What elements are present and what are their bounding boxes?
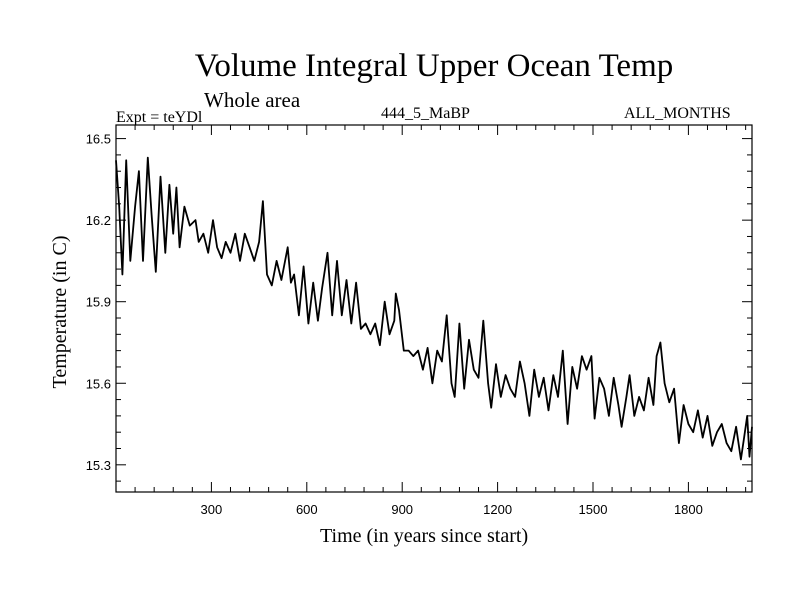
run-label: 444_5_MaBP xyxy=(381,105,470,122)
chart-title: Volume Integral Upper Ocean Temp xyxy=(194,48,674,84)
x-tick-label: 1200 xyxy=(483,502,512,517)
experiment-label: Expt = teYDl xyxy=(116,109,203,126)
x-tick-label: 1800 xyxy=(674,502,703,517)
y-tick-label: 15.9 xyxy=(86,295,111,310)
y-tick-label: 16.2 xyxy=(86,213,111,228)
axis-tick-labels: 300 600 900 1200 1500 1800 15.3 15.6 15.9 16.2 16.… xyxy=(86,132,703,517)
axis-ticks xyxy=(116,125,752,492)
y-tick-label: 15.6 xyxy=(86,376,111,391)
x-tick-label: 300 xyxy=(201,502,223,517)
series-line xyxy=(115,156,753,461)
months-label: ALL_MONTHS xyxy=(624,105,731,122)
x-tick-label: 1500 xyxy=(579,502,608,517)
y-tick-label: 15.3 xyxy=(86,458,111,473)
chart-subtitle: Whole area xyxy=(204,88,301,112)
y-tick-label: 16.5 xyxy=(86,132,111,147)
x-tick-label: 600 xyxy=(296,502,318,517)
x-axis-label: Time (in years since start) xyxy=(320,525,529,547)
plot-frame xyxy=(115,124,753,493)
x-tick-label: 900 xyxy=(391,502,413,517)
